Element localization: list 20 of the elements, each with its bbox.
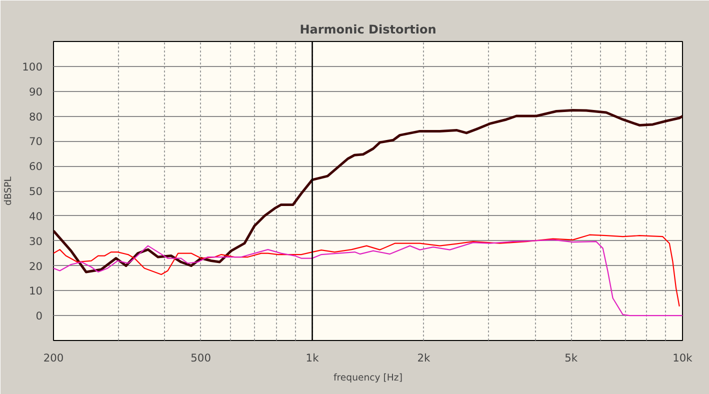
x-tick-label: 500 <box>190 352 212 364</box>
x-tick-label: 200 <box>43 352 64 364</box>
y-tick-label: 50 <box>28 185 43 198</box>
x-tick-label: 10k <box>672 352 694 364</box>
y-tick-label: 80 <box>28 110 43 124</box>
y-tick-label: 60 <box>28 160 43 174</box>
x-tick-label: 1k <box>306 352 320 364</box>
x-tick-label: 2k <box>417 352 432 364</box>
y-tick-label: 10 <box>28 284 43 298</box>
y-tick-label: 20 <box>28 260 43 273</box>
x-tick-label: 5k <box>564 352 578 364</box>
y-tick-label: 30 <box>28 234 43 248</box>
y-tick-label: 40 <box>28 210 43 223</box>
chart-title: Harmonic Distortion <box>300 22 436 36</box>
y-tick-label: 0 <box>36 310 43 323</box>
x-axis-title: frequency [Hz] <box>334 372 402 384</box>
y-tick-label: 90 <box>28 85 43 98</box>
y-axis-title: dBSPL <box>3 176 14 206</box>
y-tick-label: 100 <box>22 60 43 74</box>
y-tick-label: 70 <box>28 135 43 148</box>
